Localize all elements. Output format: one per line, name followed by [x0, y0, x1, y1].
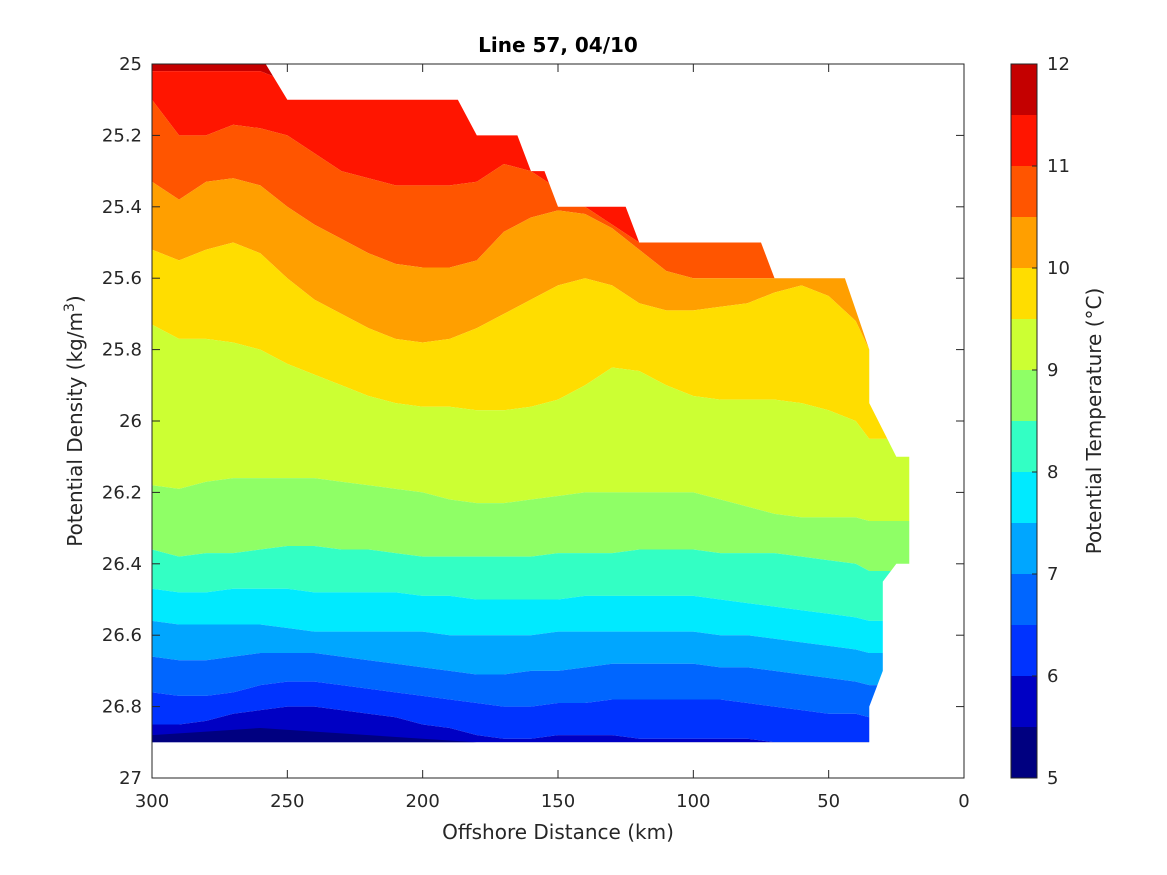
- contour-band: [152, 99, 910, 279]
- contour-band: [152, 478, 910, 571]
- colorbar-segment: [1011, 370, 1037, 421]
- contour-band: [152, 588, 910, 654]
- colorbar-segment: [1011, 268, 1037, 319]
- x-tick-label: 300: [135, 791, 169, 812]
- colorbar-tick-label: 12: [1047, 54, 1070, 75]
- y-tick-label: 25.6: [102, 268, 142, 289]
- colorbar-segment: [1011, 217, 1037, 268]
- y-tick-label: 25.4: [102, 197, 142, 218]
- colorbar-tick-label: 9: [1047, 360, 1058, 381]
- y-axis-label-main: Potential Density (kg/m: [63, 312, 87, 547]
- y-tick-label: 25.8: [102, 340, 142, 361]
- colorbar-label: Potential Temperature (°C): [1082, 288, 1106, 555]
- colorbar-segment: [1011, 625, 1037, 676]
- colorbar-tick-label: 8: [1047, 462, 1058, 483]
- colorbar-segment: [1011, 115, 1037, 166]
- x-tick-label: 200: [405, 791, 439, 812]
- x-tick-label: 50: [817, 791, 840, 812]
- colorbar-segment: [1011, 64, 1037, 115]
- y-axis-label-superscript: 3: [62, 303, 78, 312]
- y-tick-label: 26.2: [102, 482, 142, 503]
- x-tick-label: 0: [958, 791, 969, 812]
- colorbar-segment: [1011, 319, 1037, 370]
- x-tick-label: 250: [270, 791, 304, 812]
- contour-band: [152, 681, 910, 743]
- colorbar-segment: [1011, 574, 1037, 625]
- colorbar-segment: [1011, 166, 1037, 217]
- chart-title: Line 57, 04/10: [478, 33, 638, 57]
- y-tick-label: 25: [119, 54, 142, 75]
- contour-band: [152, 324, 910, 521]
- colorbar-segment: [1011, 727, 1037, 778]
- contour-band: [152, 620, 910, 686]
- x-axis: 300 250 200 150 100 50 0: [135, 64, 970, 812]
- colorbar-segment: [1011, 421, 1037, 472]
- contour-fills: [152, 64, 910, 743]
- colorbar-segment: [1011, 676, 1037, 727]
- contour-band: [152, 653, 910, 718]
- contour-band: [152, 242, 910, 439]
- x-axis-label: Offshore Distance (km): [442, 820, 674, 844]
- y-tick-label: 27: [119, 768, 142, 789]
- contour-band: [152, 178, 910, 350]
- y-tick-label: 25.2: [102, 125, 142, 146]
- x-tick-label: 150: [541, 791, 575, 812]
- y-axis-label: Potential Density (kg/m3): [62, 295, 87, 546]
- y-tick-label: 26: [119, 411, 142, 432]
- colorbar-tick-label: 7: [1047, 564, 1058, 585]
- colorbar-frame: [1010, 63, 1038, 779]
- y-axis-label-close: ): [63, 295, 87, 303]
- colorbar-segment: [1011, 523, 1037, 574]
- y-tick-label: 26.8: [102, 697, 142, 718]
- colorbar: 5 6 7 8 9 10 11 12: [1010, 54, 1070, 789]
- y-axis: 25 25.2 25.4 25.6 25.8 26 26.2 26.4 26.6 26.8 27: [102, 54, 964, 789]
- colorbar-segment: [1011, 472, 1037, 523]
- y-tick-label: 26.6: [102, 625, 142, 646]
- colorbar-tick-label: 11: [1047, 156, 1070, 177]
- colorbar-tick-label: 5: [1047, 768, 1058, 789]
- y-tick-label: 26.4: [102, 554, 142, 575]
- colorbar-tick-label: 10: [1047, 258, 1070, 279]
- contour-band-deepest: [152, 728, 870, 743]
- contour-band: [152, 545, 910, 621]
- x-tick-label: 100: [676, 791, 710, 812]
- colorbar-tick-label: 6: [1047, 666, 1058, 687]
